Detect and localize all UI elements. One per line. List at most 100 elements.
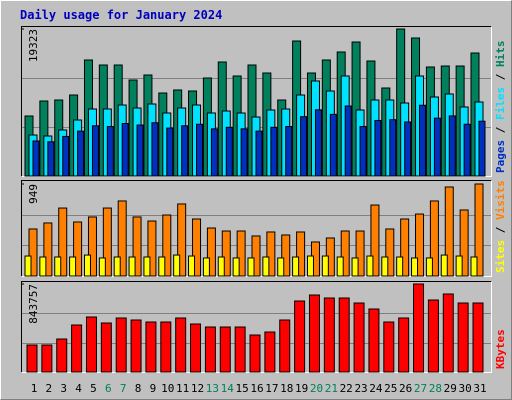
bar [444,186,454,277]
bar [459,209,469,277]
bar [26,344,38,373]
bar [370,204,380,277]
bar [427,299,439,373]
bar [270,126,278,177]
x-tick-label: 23 [354,382,367,395]
panel-border-dark [21,281,492,373]
bar [314,109,322,177]
bar [353,302,365,373]
x-tick-label: 8 [135,382,142,395]
bar [43,222,53,277]
bar [323,297,335,373]
bar [472,302,484,373]
x-tick-label: 27 [414,382,427,395]
bar [106,126,114,177]
bar [240,128,248,177]
bar [143,256,151,277]
bar [411,257,419,277]
y-tick-label: 843757 [27,284,40,324]
x-tick-label: 13 [206,382,219,395]
legend-entry: Pages [494,140,507,173]
bar [440,254,448,277]
x-tick-label: 5 [90,382,97,395]
x-tick-label: 20 [310,382,323,395]
x-tick-label: 14 [221,382,235,395]
bar [136,124,144,177]
bar [166,127,174,177]
x-tick-label: 12 [191,382,204,395]
bar [113,256,121,277]
legend-entry: Hits [494,41,507,68]
bar [355,230,365,277]
bar [266,231,276,277]
bar [308,294,320,373]
x-tick-label: 10 [161,382,174,395]
x-tick-label: 7 [120,382,127,395]
panel-border-light [21,180,492,277]
x-tick-label: 15 [236,382,249,395]
bar [54,256,62,277]
x-tick-label: 3 [60,382,67,395]
bar [192,218,202,277]
bar [28,228,38,277]
bar [56,338,68,373]
y-tick-label: 19323 [27,29,40,62]
bar [181,125,189,177]
legend-entry: Files [494,87,507,120]
bar [419,104,427,177]
bar [206,227,216,277]
bar [413,283,425,373]
bar [425,257,433,277]
bar [24,255,32,277]
bar [463,123,471,177]
bar [404,121,412,177]
x-tick-label: 30 [459,382,472,395]
bar [329,113,337,177]
x-tick-label: 26 [399,382,412,395]
bar [145,321,157,373]
bar [132,216,142,277]
bar [398,317,410,373]
bar [277,257,285,277]
bar [32,140,40,177]
x-tick-label: 11 [176,382,189,395]
bar [117,200,127,277]
bar [202,257,210,277]
legend-separator: / [494,220,507,240]
bar [73,221,83,277]
bar [344,105,352,177]
bar [351,257,359,277]
bar [236,230,246,277]
bar [448,115,456,177]
bar [147,220,157,277]
bar [177,203,187,277]
bar [251,235,261,277]
bar [247,257,255,277]
bar [374,119,382,177]
bar [83,254,91,277]
bar [173,254,181,277]
x-tick-label: 25 [384,382,397,395]
bar [400,218,410,277]
bar [470,256,478,277]
legend-separator: / [494,67,507,87]
legend-entry: Sites [494,240,507,273]
x-tick-label: 28 [429,382,442,395]
bar [102,207,112,277]
bar [91,125,99,177]
bar [474,183,484,277]
bar [115,317,127,373]
x-tick-label: 17 [265,382,278,395]
bar [100,322,112,373]
bar [130,319,142,373]
bar [121,123,129,177]
bar [221,230,231,277]
bar [69,256,77,277]
bar [383,321,395,373]
x-tick-label: 9 [150,382,157,395]
bar [442,293,454,373]
bar [294,300,306,373]
bar [300,116,308,177]
